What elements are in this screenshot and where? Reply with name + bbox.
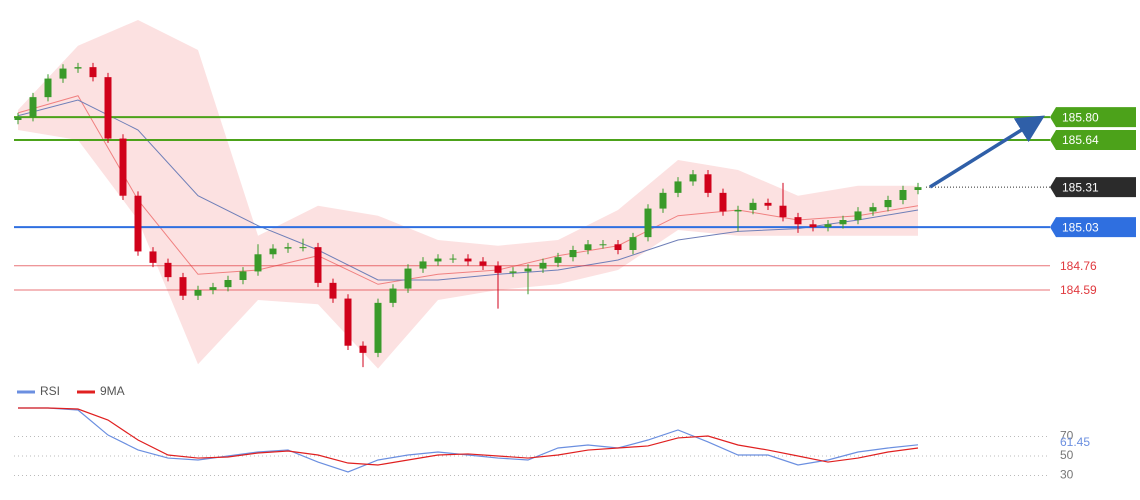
candle-body — [134, 195, 142, 252]
level-tag — [1050, 177, 1136, 198]
candle-body — [659, 192, 667, 209]
candle-body — [464, 258, 472, 262]
candle-body — [239, 271, 247, 280]
level-tag — [1050, 217, 1136, 238]
level-label: 185.03 — [1062, 220, 1099, 234]
rsi-line — [18, 407, 919, 473]
candle-body — [209, 287, 217, 290]
candle-body — [779, 205, 787, 218]
candle-body — [29, 97, 37, 118]
candle-body — [599, 244, 607, 246]
candle-body — [44, 78, 52, 98]
candle-body — [584, 244, 592, 250]
candle-body — [404, 268, 412, 289]
candle-body — [254, 254, 262, 272]
candle-body — [269, 248, 277, 255]
candle-body — [74, 67, 82, 69]
candle-body — [389, 288, 397, 303]
candle-body — [839, 220, 847, 225]
candle-body — [359, 345, 367, 353]
candle-body — [509, 271, 517, 273]
candle-body — [104, 77, 112, 139]
candle-body — [884, 200, 892, 208]
candle-body — [434, 258, 442, 262]
trend-arrow — [929, 115, 1045, 189]
candle-body — [689, 174, 697, 182]
candle-body — [914, 187, 922, 190]
candle-body — [494, 265, 502, 273]
candle-body — [344, 298, 352, 346]
candle-body — [869, 207, 877, 212]
candle-body — [614, 244, 622, 250]
candle-body — [764, 202, 772, 206]
candle-body — [734, 210, 742, 212]
candle-body — [629, 237, 637, 250]
candle-body — [374, 302, 382, 353]
candle-body — [794, 217, 802, 225]
candle-body — [224, 280, 232, 288]
candle-body — [329, 282, 337, 299]
candle-layer — [14, 62, 922, 368]
rsi-current: 61.45 — [1060, 435, 1090, 449]
legend-label: RSI — [40, 384, 60, 398]
level-label: 185.64 — [1062, 133, 1099, 147]
candle-body — [59, 68, 67, 79]
candle-body — [119, 138, 127, 196]
candle-body — [194, 290, 202, 296]
candle-body — [449, 258, 457, 260]
candle-body — [704, 174, 712, 193]
candle-body — [284, 247, 292, 249]
moving-average — [17, 99, 919, 281]
candle-body — [14, 117, 22, 120]
candle-body — [524, 268, 532, 272]
candle-body — [644, 208, 652, 238]
level-label: 184.59 — [1060, 283, 1097, 297]
candle-body — [149, 251, 157, 263]
candle-body — [854, 211, 862, 220]
level-label: 185.80 — [1062, 110, 1099, 124]
candle-body — [554, 257, 562, 263]
rsi-panel: 30 50 70 RSI 9MA 61.45 — [14, 384, 1090, 482]
candle-body — [479, 261, 487, 266]
ma-layer — [17, 95, 919, 285]
legend-label: 9MA — [100, 384, 125, 398]
candle-body — [809, 224, 817, 228]
candle-body — [674, 181, 682, 193]
y-tick-label: 50 — [1060, 448, 1074, 462]
candle-body — [539, 262, 547, 269]
level-label: 185.31 — [1062, 180, 1099, 194]
candle-body — [89, 67, 97, 78]
candle-body — [719, 192, 727, 212]
level-label: 184.76 — [1060, 259, 1097, 273]
level-tag — [1050, 130, 1136, 150]
rsi-line — [18, 407, 919, 466]
candle-body — [164, 262, 172, 278]
candle-body — [299, 247, 307, 249]
candle-body — [419, 261, 427, 269]
candle-body — [179, 277, 187, 296]
candle-body — [899, 190, 907, 200]
level-tag — [1050, 107, 1136, 128]
y-tick-label: 70 — [1060, 429, 1074, 443]
y-tick-label: 30 — [1060, 468, 1074, 482]
moving-average — [17, 95, 919, 285]
level-layer: 185.80 185.64 185.31 185.03 184.76 184.59 — [14, 107, 1136, 297]
candle-body — [569, 250, 577, 258]
candle-body — [314, 247, 322, 283]
candle-body — [749, 202, 757, 210]
candle-body — [824, 224, 832, 228]
